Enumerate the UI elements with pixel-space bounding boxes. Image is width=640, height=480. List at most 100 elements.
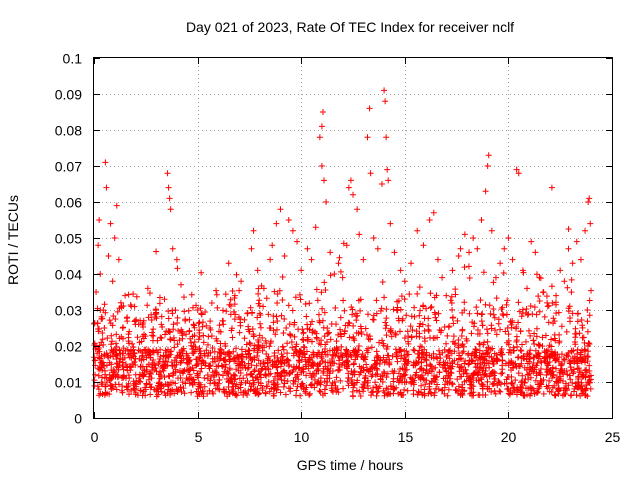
data-point [514,391,521,398]
data-point [484,330,491,337]
data-point [248,383,255,390]
data-point [383,322,390,329]
data-point [528,238,535,245]
data-point [130,291,137,298]
data-point [113,331,120,338]
data-point [139,321,146,328]
data-point [537,365,544,372]
data-point [199,388,206,395]
data-point [220,321,227,328]
data-point [522,385,529,392]
data-point [488,325,495,332]
data-point [255,368,262,375]
data-point [418,389,425,396]
data-point [274,370,281,377]
data-point [299,365,306,372]
x-axis-label: GPS time / hours [297,457,404,473]
data-point [401,334,408,341]
data-point [561,278,568,285]
data-point [214,304,221,311]
data-point [350,322,357,329]
data-point [560,378,567,385]
data-point [436,359,443,366]
data-point [288,338,295,345]
data-point [408,333,415,340]
data-point [383,332,390,339]
data-point [99,336,106,343]
data-point [304,325,311,332]
data-point [277,389,284,396]
data-point [113,360,120,367]
data-point [285,302,292,309]
data-point [225,260,232,267]
data-point [444,380,451,387]
data-point [548,184,555,191]
data-point [250,227,257,234]
data-point [484,338,491,345]
data-point [274,376,281,383]
data-point [456,364,463,371]
data-point [555,358,562,365]
chart-title: Day 021 of 2023, Rate Of TEC Index for r… [186,19,514,35]
data-point [286,321,293,328]
data-point [216,322,223,329]
data-point [513,337,520,344]
data-point [533,333,540,340]
data-point [564,371,571,378]
data-point [531,330,538,337]
data-point [532,347,539,354]
data-point [405,351,412,358]
data-point [255,290,262,297]
data-point [244,365,251,372]
data-point [287,385,294,392]
data-point [387,220,394,227]
data-point [479,322,486,329]
data-point [434,381,441,388]
data-point [381,389,388,396]
data-point [292,346,299,353]
x-tick-label: 10 [294,429,310,445]
data-point [126,391,133,398]
data-point [157,346,164,353]
data-point [353,387,360,394]
data-point [221,357,228,364]
data-point [169,362,176,369]
data-point [432,311,439,318]
data-point [556,331,563,338]
data-point [577,349,584,356]
data-point [416,312,423,319]
data-point [393,349,400,356]
data-point [501,245,508,252]
data-point [254,345,261,352]
data-point [586,373,593,380]
data-point [515,299,522,306]
data-point [397,328,404,335]
data-point [162,353,169,360]
data-point [380,342,387,349]
data-point [376,383,383,390]
data-point [195,320,202,327]
data-point [480,269,487,276]
data-point [493,331,500,338]
data-point [108,347,115,354]
data-point [513,325,520,332]
data-point [346,334,353,341]
data-point [532,249,539,256]
data-point [461,378,468,385]
data-point [327,336,334,343]
data-point [372,379,379,386]
data-point [417,307,424,314]
y-tick-label: 0.01 [55,375,82,391]
data-point [147,354,154,361]
data-point [311,376,318,383]
data-point [492,375,499,382]
data-point [146,370,153,377]
data-point [105,253,112,259]
data-point [393,351,400,358]
data-point [249,309,256,316]
data-point [316,387,323,394]
data-point [494,382,501,389]
data-point [515,319,522,326]
data-point [569,379,576,386]
